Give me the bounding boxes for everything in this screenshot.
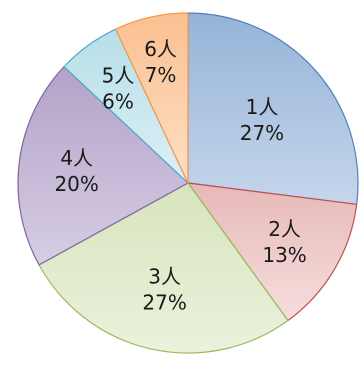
pie-slice-6 (115, 12, 189, 184)
slice-percent-label-1: 27% (240, 121, 284, 145)
pie-slice-1 (187, 12, 359, 205)
slice-category-label-1: 1人 (246, 95, 279, 119)
slice-category-label-3: 3人 (148, 265, 181, 289)
slice-percent-label-5: 6% (102, 90, 134, 114)
slice-percent-label-3: 27% (142, 291, 186, 315)
slice-category-label-6: 6人 (144, 37, 177, 61)
slice-category-label-4: 4人 (60, 146, 93, 170)
pie-slices (17, 12, 359, 354)
slice-percent-label-6: 7% (145, 63, 177, 87)
pie-slice-3 (38, 182, 289, 354)
pie-slice-2 (187, 182, 358, 322)
slice-percent-label-2: 13% (262, 243, 306, 267)
slice-category-label-5: 5人 (102, 64, 135, 88)
slice-percent-label-4: 20% (54, 172, 98, 196)
slice-category-label-2: 2人 (268, 217, 301, 241)
pie-slice-4 (17, 66, 189, 266)
